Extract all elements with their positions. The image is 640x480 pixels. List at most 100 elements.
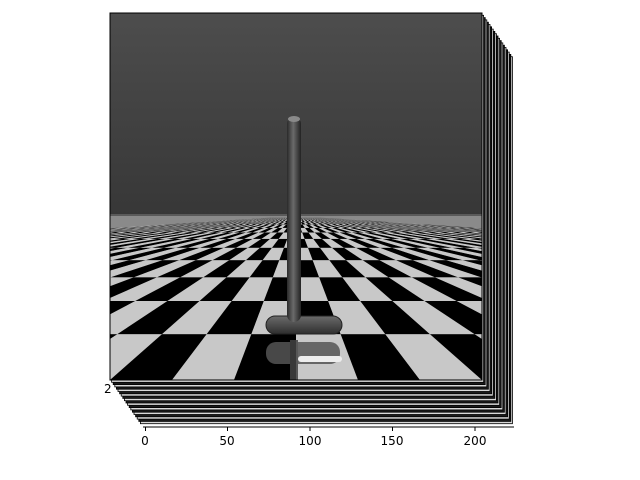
floor-tile [190, 227, 225, 233]
floor-tile [329, 220, 345, 223]
floor-tile [418, 224, 471, 228]
floor-tile [229, 247, 261, 261]
floor-tile [381, 222, 419, 225]
floor-tile [276, 217, 283, 219]
floor-tile [585, 301, 640, 334]
floor-tile [250, 218, 264, 220]
floor-tile [0, 232, 53, 238]
floor-tile [258, 220, 271, 223]
floor-tile [456, 301, 482, 315]
floor-tile [555, 239, 640, 248]
floor-tile [270, 220, 280, 223]
floor-tile [264, 217, 275, 219]
floor-tile [329, 219, 345, 221]
floor-tile [249, 220, 265, 223]
floor-tile [512, 248, 613, 260]
floor-tile [318, 218, 329, 220]
floor-tile [373, 224, 408, 228]
floor-tile [259, 219, 271, 221]
floor-tile [314, 219, 323, 221]
floor-tile [244, 219, 260, 221]
floor-tile [279, 219, 286, 221]
floor-tile [271, 217, 280, 219]
floor-tile [268, 220, 278, 223]
floor-tile [276, 218, 284, 220]
floor-tile [388, 277, 457, 302]
floor-tile [520, 232, 616, 238]
floor-tile [0, 260, 63, 277]
floor-tile [312, 218, 321, 220]
floor-tile [214, 220, 240, 223]
floor-tile [264, 227, 279, 233]
floor-tile [253, 218, 267, 220]
floor-tile [148, 224, 193, 228]
floor-tile [162, 301, 232, 335]
floor-tile [110, 260, 147, 271]
floor-tile [309, 218, 317, 220]
floor-tile [236, 238, 262, 248]
floor-tile [314, 222, 326, 225]
floor-tile [175, 224, 213, 228]
floor-tile [0, 232, 78, 238]
floor-tile [227, 227, 252, 233]
floor-tile [334, 224, 355, 228]
floor-tile [337, 222, 358, 225]
floor-tile [315, 219, 325, 221]
floor-tile [439, 232, 482, 238]
floor-tile [318, 219, 330, 221]
floor-tile [110, 227, 144, 231]
floor-tile [196, 227, 229, 233]
floor-tile [283, 217, 288, 219]
floor-tile [347, 238, 380, 248]
floor-tile [115, 227, 171, 233]
floor-tile [334, 219, 352, 221]
floor-tile [233, 227, 256, 233]
floor-tile [304, 219, 310, 221]
floor-tile [313, 227, 328, 233]
floor-tile [242, 224, 261, 228]
floor-tile [620, 277, 640, 301]
floor-tile [226, 260, 263, 278]
floor-tile [280, 219, 287, 221]
floor-tile [319, 277, 361, 302]
floor-tile [326, 218, 340, 220]
floor-tile [8, 239, 97, 248]
floor-tile [412, 227, 464, 233]
floor-tile [341, 220, 361, 223]
pole-tip [288, 116, 300, 122]
floor-tile [553, 301, 640, 334]
floor-tile [123, 232, 178, 239]
floor-tile [546, 260, 640, 277]
floor-tile [356, 238, 392, 248]
floor-tile [246, 224, 264, 228]
floor-tile [311, 218, 319, 220]
floor-tile [319, 222, 332, 225]
floor-tile [121, 224, 174, 228]
floor-tile [317, 219, 328, 221]
floor-tile [110, 277, 135, 287]
floor-tile [257, 222, 271, 225]
floor-tile [110, 277, 158, 299]
floor-tile [215, 224, 242, 228]
floor-tile [207, 220, 235, 223]
floor-tile [354, 227, 384, 233]
floor-tile [322, 219, 335, 221]
floor-tile [321, 238, 344, 248]
floor-tile [162, 247, 213, 261]
floor-tile [306, 218, 312, 220]
floor-tile [240, 219, 258, 221]
floor-tile [304, 217, 309, 219]
floor-tile [546, 239, 640, 248]
floor-tile [307, 217, 314, 219]
floor-tile [265, 220, 276, 223]
floor-tile [263, 217, 274, 219]
floor-tile [306, 219, 313, 221]
floor-tile [192, 232, 228, 239]
floor-tile [260, 238, 279, 248]
floor-tile [184, 224, 219, 228]
floor-tile [513, 260, 620, 277]
floor-tile [376, 224, 413, 228]
floor-tile [379, 260, 435, 278]
floor-tile [302, 218, 306, 220]
floor-tile [425, 227, 482, 233]
